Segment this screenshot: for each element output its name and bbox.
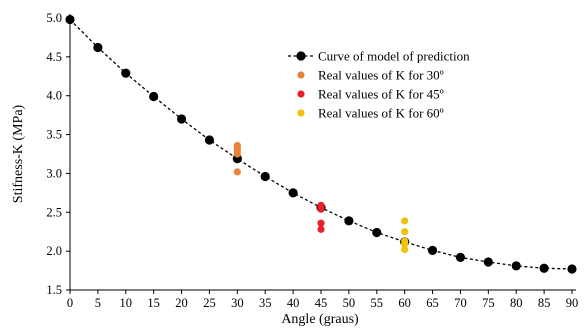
- curve-point: [455, 252, 466, 262]
- y-tick-label: 2.0: [46, 244, 62, 258]
- legend-marker: [297, 109, 305, 117]
- legend: Curve of model of prediction Real values …: [288, 49, 470, 121]
- data-point: [233, 150, 241, 158]
- x-tick-label: 50: [343, 296, 356, 310]
- x-tick-label: 85: [538, 296, 551, 310]
- data-point: [401, 228, 409, 236]
- data-point: [317, 205, 325, 213]
- legend-label: Real values of K for 30º: [318, 68, 444, 83]
- y-tick-label: 2.5: [46, 205, 62, 219]
- x-tick-label: 40: [287, 296, 300, 310]
- curve-point: [149, 91, 159, 102]
- x-tick-label: 10: [120, 296, 133, 310]
- legend-marker: [297, 90, 305, 98]
- x-tick-label: 75: [482, 296, 495, 310]
- x-tick-label: 5: [95, 296, 101, 310]
- legend-marker: [296, 51, 306, 61]
- curve-point: [372, 227, 382, 238]
- curve-point: [511, 261, 521, 271]
- curve-point: [539, 263, 549, 273]
- y-tick-label: 1.5: [46, 283, 62, 297]
- data-point: [317, 225, 325, 233]
- plot-area: [65, 14, 577, 274]
- x-tick-label: 0: [67, 296, 73, 310]
- x-tick-label: 60: [398, 296, 411, 310]
- legend-label: Curve of model of prediction: [318, 49, 470, 64]
- x-tick-label: 30: [231, 296, 244, 310]
- y-tick-label: 3.0: [46, 166, 62, 180]
- y-tick-label: 5.0: [46, 11, 62, 25]
- x-tick-label: 70: [454, 296, 467, 310]
- y-tick-label: 3.5: [46, 128, 62, 142]
- curve-point: [567, 264, 577, 274]
- data-point: [401, 217, 409, 225]
- x-tick-label: 20: [175, 296, 188, 310]
- legend-marker: [297, 71, 305, 79]
- data-point: [233, 168, 241, 176]
- x-tick-label: 45: [315, 296, 328, 310]
- x-tick-label: 80: [510, 296, 523, 310]
- x-tick-label: 15: [147, 296, 160, 310]
- x-tick-label: 35: [259, 296, 272, 310]
- data-point: [401, 245, 409, 254]
- curve-point: [93, 42, 103, 53]
- curve-point: [260, 171, 270, 182]
- x-tick-label: 55: [371, 296, 384, 310]
- curve-point: [121, 68, 131, 78]
- curve-point: [483, 257, 493, 267]
- curve-point: [344, 216, 354, 226]
- x-tick-label: 65: [426, 296, 439, 310]
- y-axis-title: Stifness-K (MPa): [11, 104, 26, 203]
- curve-point: [65, 14, 75, 25]
- x-tick-label: 25: [203, 296, 216, 310]
- legend-label: Real values of K for 45º: [318, 87, 444, 102]
- x-axis-title: Angle (graus): [281, 312, 359, 327]
- data-point: [401, 240, 409, 248]
- x-tick-label: 90: [566, 296, 579, 310]
- axes: 0 5 10 15 20 25 30 35 40 45 50 55 60 65 70 75 80 85 90 1.5 2…: [46, 11, 578, 310]
- data-point: [317, 219, 325, 227]
- curve-point: [176, 114, 187, 124]
- legend-label: Real values of K for 60º: [318, 106, 444, 121]
- curve-point: [288, 188, 298, 198]
- curve-point: [427, 245, 438, 255]
- y-tick-label: 4.0: [46, 89, 62, 103]
- curve-point: [204, 135, 215, 145]
- y-tick-label: 4.5: [46, 50, 62, 64]
